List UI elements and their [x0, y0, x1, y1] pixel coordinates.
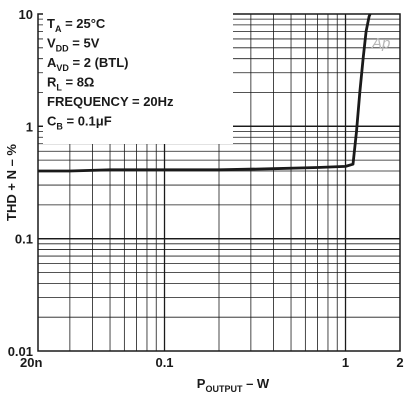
y-tick-label: 0.1	[15, 232, 33, 247]
x-tick-label: 1	[342, 355, 349, 370]
condition-line: FREQUENCY = 20Hz	[47, 94, 174, 109]
condition-line: VDD = 5V	[47, 36, 100, 54]
watermark-text: Ap	[371, 35, 390, 52]
y-tick-label: 0.01	[8, 344, 33, 359]
x-tick-label: 0.1	[155, 355, 173, 370]
series-layer	[38, 14, 372, 173]
condition-line: CB = 0.1μF	[47, 114, 112, 132]
x-tick-label: 20n	[20, 355, 42, 370]
y-tick-label: 10	[19, 7, 33, 22]
x-tick-label: 2	[396, 355, 403, 370]
y-axis-label: THD + N – %	[4, 144, 19, 221]
y-tick-label: 1	[26, 119, 33, 134]
condition-line: TA = 25°C	[47, 16, 106, 34]
thd-curve	[38, 14, 372, 173]
condition-line: AVD = 2 (BTL)	[47, 55, 129, 73]
condition-line: RL = 8Ω	[47, 75, 94, 93]
x-axis-label: POUTPUT – W	[197, 376, 270, 394]
conditions-box	[43, 12, 233, 144]
